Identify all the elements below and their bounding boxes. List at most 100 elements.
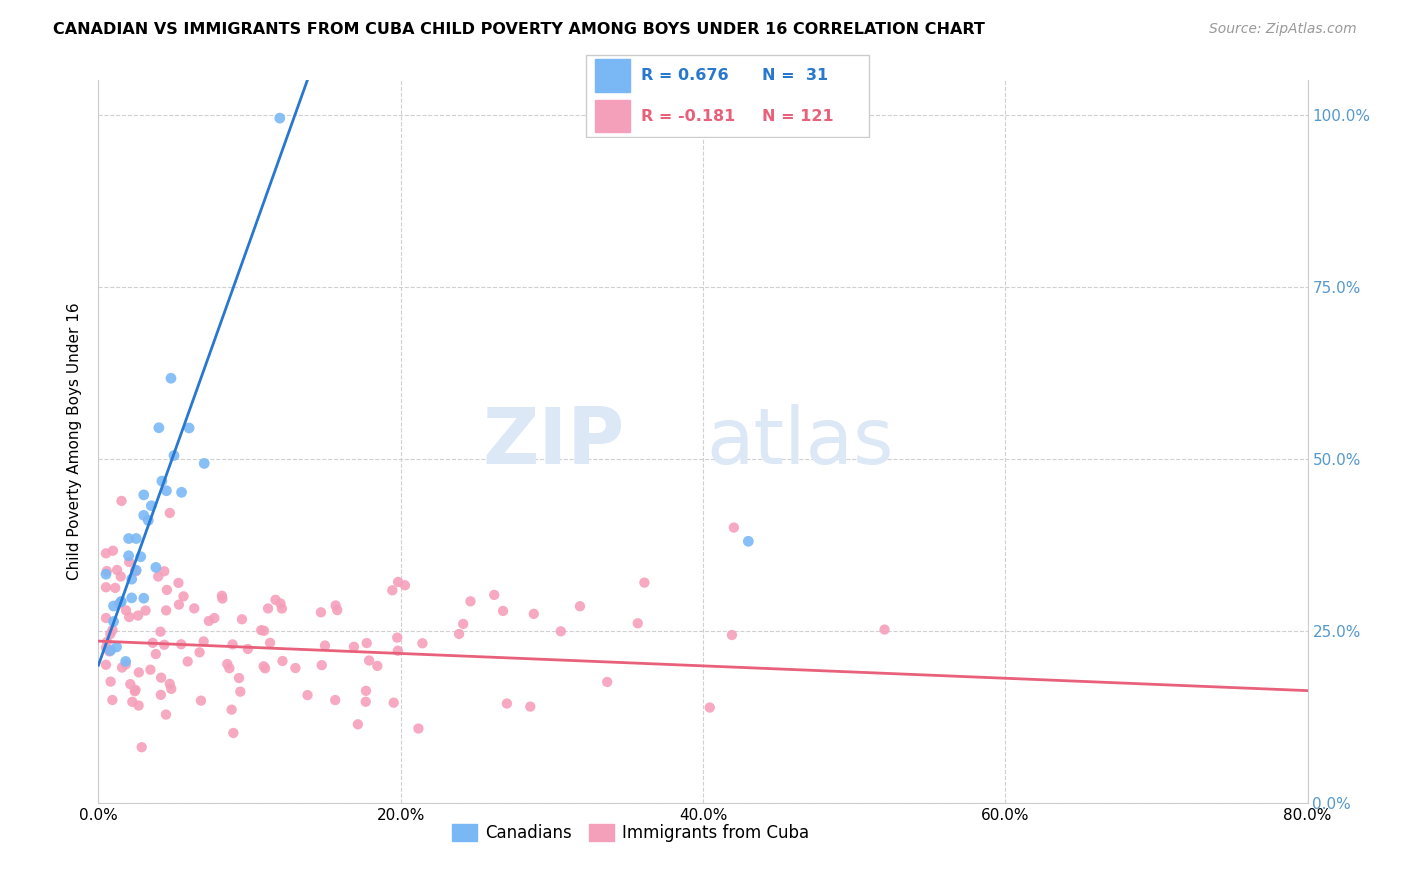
Point [114,655,136,669]
Point [271,601,294,615]
Point [193,634,215,648]
Point [115,603,138,617]
Point [136,513,159,527]
Point [153,638,176,652]
Point [98,644,121,658]
Point [387,574,409,589]
Point [202,611,225,625]
Text: CANADIAN VS IMMIGRANTS FROM CUBA CHILD POVERTY AMONG BOYS UNDER 16 CORRELATION C: CANADIAN VS IMMIGRANTS FROM CUBA CHILD P… [53,22,986,37]
Point [550,624,572,639]
Point [124,682,146,697]
Point [236,642,259,657]
Point [311,658,333,673]
Point [250,624,273,638]
Point [156,582,179,597]
Point [221,637,243,651]
Point [253,659,276,673]
Point [94,611,117,625]
Point [323,693,346,707]
Text: ZIP: ZIP [482,403,624,480]
Point [163,449,186,463]
Point [103,615,125,629]
Point [135,603,157,617]
Point [347,717,370,731]
Point [387,643,409,657]
Point [297,688,319,702]
Text: R = -0.181: R = -0.181 [641,109,735,124]
Point [309,605,332,619]
Bar [595,60,630,92]
Point [326,603,349,617]
Point [132,508,155,523]
Point [105,563,128,577]
Point [179,421,201,435]
Text: N =  31: N = 31 [762,68,828,83]
Point [121,695,143,709]
Point [254,661,277,675]
Point [101,693,124,707]
Point [101,543,124,558]
Point [231,612,253,626]
Point [94,546,117,560]
Point [737,534,759,549]
Point [568,599,591,614]
Point [596,675,619,690]
Point [96,635,118,649]
Text: N = 121: N = 121 [762,109,834,124]
Point [484,588,506,602]
Point [121,591,143,605]
Point [118,532,141,546]
Point [170,485,193,500]
Point [141,499,163,513]
Point [394,578,416,592]
Point [721,628,744,642]
Point [132,488,155,502]
Point [382,696,405,710]
Point [159,677,181,691]
Point [357,653,380,667]
Point [145,647,167,661]
Point [221,703,243,717]
Legend: Canadians, Immigrants from Cuba: Canadians, Immigrants from Cuba [446,817,815,848]
Point [218,661,240,675]
Text: Source: ZipAtlas.com: Source: ZipAtlas.com [1209,22,1357,37]
Point [124,684,146,698]
Point [387,631,409,645]
Point [451,616,474,631]
Point [343,640,366,654]
Point [114,657,136,672]
Point [125,563,148,577]
Point [139,663,162,677]
Point [149,688,172,702]
Point [98,627,121,641]
Point [129,549,152,564]
Point [354,683,377,698]
Point [104,581,127,595]
Point [125,564,148,578]
Point [176,655,198,669]
Point [159,506,181,520]
Point [699,700,721,714]
Point [145,560,167,574]
Point [132,591,155,606]
Point [124,563,146,577]
Point [253,624,276,638]
Point [408,722,430,736]
Point [167,575,190,590]
Point [188,645,211,659]
Point [118,549,141,563]
Point [142,636,165,650]
Point [217,657,239,671]
Point [111,660,134,674]
Point [264,592,287,607]
Point [257,601,280,615]
Point [411,636,433,650]
Point [128,665,150,680]
Point [211,589,233,603]
Point [229,684,252,698]
Point [633,575,655,590]
Point [110,594,132,608]
Point [269,597,291,611]
Point [496,697,519,711]
Point [155,483,177,498]
